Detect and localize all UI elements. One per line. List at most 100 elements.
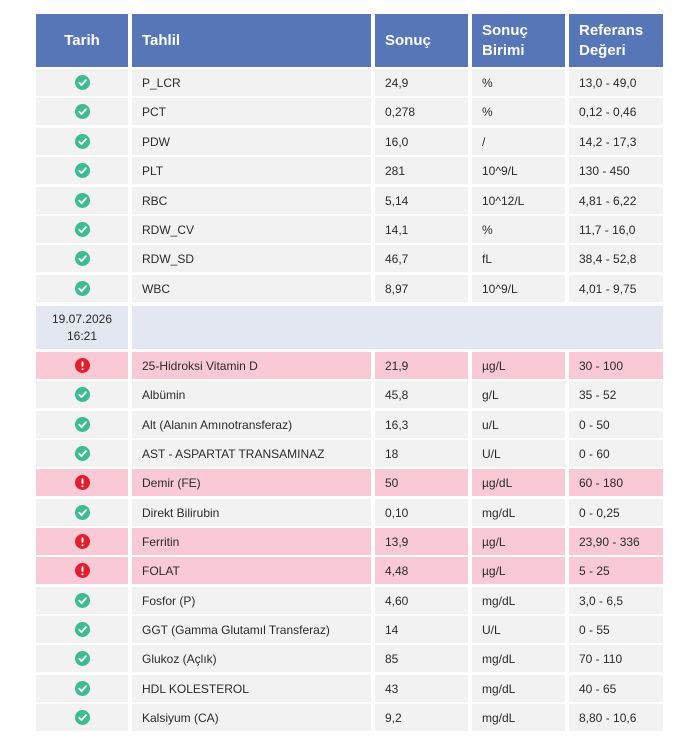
unit: u/L — [472, 411, 565, 438]
unit: 10^9/L — [472, 157, 565, 184]
reference: 5 - 25 — [569, 557, 663, 584]
test-name: 25-Hidroksi Vitamin D — [132, 352, 371, 379]
result: 46,7 — [375, 245, 468, 272]
reference: 38,4 - 52,8 — [569, 245, 663, 272]
check-icon — [74, 417, 90, 432]
alert-icon — [74, 358, 90, 373]
check-icon — [74, 163, 90, 178]
unit: µg/L — [472, 528, 565, 555]
status-cell — [36, 469, 128, 496]
result: 16,0 — [375, 128, 468, 155]
unit: mg/dL — [472, 645, 565, 672]
check-icon — [74, 593, 90, 608]
reference: 35 - 52 — [569, 381, 663, 408]
unit: % — [472, 69, 565, 96]
reference: 60 - 180 — [569, 469, 663, 496]
status-cell — [36, 499, 128, 526]
status-cell — [36, 645, 128, 672]
reference: 70 - 110 — [569, 645, 663, 672]
test-name: GGT (Gamma Glutamıl Transferaz) — [132, 616, 371, 643]
unit: µg/L — [472, 557, 565, 584]
test-name: PDW — [132, 128, 371, 155]
check-icon — [74, 104, 90, 119]
unit: mg/dL — [472, 499, 565, 526]
test-name: RDW_CV — [132, 216, 371, 243]
reference: 13,0 - 49,0 — [569, 69, 663, 96]
result: 43 — [375, 675, 468, 702]
test-name: PLT — [132, 157, 371, 184]
reference: 40 - 65 — [569, 675, 663, 702]
status-cell — [36, 704, 128, 731]
header-cell: Sonuç Birimi — [472, 14, 565, 67]
check-icon — [74, 387, 90, 402]
result: 0,10 — [375, 499, 468, 526]
header-cell: Tahlil — [132, 14, 371, 67]
reference: 130 - 450 — [569, 157, 663, 184]
date-time: 16:21 — [66, 328, 98, 343]
header-cell: Sonuç — [375, 14, 468, 67]
alert-icon — [74, 563, 90, 578]
date-date: 19.07.2026 — [51, 311, 113, 326]
status-cell — [36, 675, 128, 702]
result: 4,48 — [375, 557, 468, 584]
check-icon — [74, 622, 90, 637]
check-icon — [74, 222, 90, 237]
reference: 3,0 - 6,5 — [569, 587, 663, 614]
result: 16,3 — [375, 411, 468, 438]
status-cell — [36, 587, 128, 614]
test-name: AST - ASPARTAT TRANSAMINAZ — [132, 440, 371, 467]
date-row-fill — [132, 306, 663, 349]
test-name: Kalsiyum (CA) — [132, 704, 371, 731]
check-icon — [74, 681, 90, 696]
alert-icon — [74, 475, 90, 490]
result: 18 — [375, 440, 468, 467]
result: 85 — [375, 645, 468, 672]
unit: / — [472, 128, 565, 155]
header-cell: Tarih — [36, 14, 128, 67]
result: 281 — [375, 157, 468, 184]
status-cell — [36, 157, 128, 184]
test-name: WBC — [132, 275, 371, 302]
result: 0,278 — [375, 98, 468, 125]
test-name: Alt (Alanın Amınotransferaz) — [132, 411, 371, 438]
test-name: RBC — [132, 187, 371, 214]
result: 24,9 — [375, 69, 468, 96]
test-name: Demir (FE) — [132, 469, 371, 496]
reference: 23,90 - 336 — [569, 528, 663, 555]
result: 45,8 — [375, 381, 468, 408]
check-icon — [74, 75, 90, 90]
reference: 30 - 100 — [569, 352, 663, 379]
check-icon — [74, 281, 90, 296]
status-cell — [36, 352, 128, 379]
status-cell — [36, 440, 128, 467]
reference: 4,81 - 6,22 — [569, 187, 663, 214]
check-icon — [74, 193, 90, 208]
result: 8,97 — [375, 275, 468, 302]
status-cell — [36, 381, 128, 408]
reference: 0 - 60 — [569, 440, 663, 467]
result: 50 — [375, 469, 468, 496]
test-name: Direkt Bilirubin — [132, 499, 371, 526]
test-name: RDW_SD — [132, 245, 371, 272]
status-cell — [36, 245, 128, 272]
alert-icon — [74, 534, 90, 549]
test-name: HDL KOLESTEROL — [132, 675, 371, 702]
result: 5,14 — [375, 187, 468, 214]
reference: 0 - 0,25 — [569, 499, 663, 526]
unit: fL — [472, 245, 565, 272]
reference: 11,7 - 16,0 — [569, 216, 663, 243]
reference: 4,01 - 9,75 — [569, 275, 663, 302]
reference: 0,12 - 0,46 — [569, 98, 663, 125]
unit: mg/dL — [472, 587, 565, 614]
test-name: Glukoz (Açlık) — [132, 645, 371, 672]
status-cell — [36, 616, 128, 643]
unit: 10^12/L — [472, 187, 565, 214]
unit: mg/dL — [472, 704, 565, 731]
check-icon — [74, 651, 90, 666]
test-name: FOLAT — [132, 557, 371, 584]
unit: U/L — [472, 440, 565, 467]
unit: mg/dL — [472, 675, 565, 702]
check-icon — [74, 710, 90, 725]
unit: g/L — [472, 381, 565, 408]
unit: µg/dL — [472, 469, 565, 496]
